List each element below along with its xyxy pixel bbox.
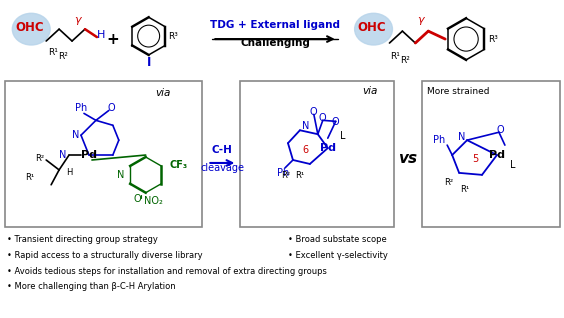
Text: R¹: R¹ bbox=[390, 52, 400, 61]
Text: R¹: R¹ bbox=[296, 171, 305, 180]
Text: Ph: Ph bbox=[75, 103, 87, 114]
Text: • Rapid access to a structurally diverse library: • Rapid access to a structurally diverse… bbox=[7, 251, 203, 260]
Text: C-H: C-H bbox=[212, 145, 233, 155]
Text: R²: R² bbox=[58, 52, 68, 61]
Text: via: via bbox=[362, 86, 377, 96]
Bar bbox=[6, 81, 202, 227]
Text: NO₂: NO₂ bbox=[144, 196, 163, 206]
Text: R²: R² bbox=[444, 178, 453, 187]
Text: O: O bbox=[134, 194, 142, 204]
Text: • Broad substate scope: • Broad substate scope bbox=[288, 235, 387, 244]
Text: O: O bbox=[309, 107, 316, 117]
Text: $\gamma$: $\gamma$ bbox=[417, 15, 426, 27]
Text: R²: R² bbox=[281, 171, 290, 180]
Text: I: I bbox=[147, 56, 151, 69]
Text: • More challenging than β-C-H Arylation: • More challenging than β-C-H Arylation bbox=[7, 282, 176, 291]
Bar bbox=[422, 81, 559, 227]
Text: R³: R³ bbox=[169, 31, 178, 41]
Text: N: N bbox=[302, 121, 310, 131]
Text: R²: R² bbox=[400, 56, 411, 66]
Text: N: N bbox=[72, 130, 80, 140]
Text: Challenging: Challenging bbox=[240, 38, 310, 48]
Text: • Transient directing group strategy: • Transient directing group strategy bbox=[7, 235, 158, 244]
Text: R²: R² bbox=[34, 154, 44, 162]
Text: • Avoids tedious steps for installation and removal of extra directing groups: • Avoids tedious steps for installation … bbox=[7, 266, 327, 275]
Text: • Excellent γ-selectivity: • Excellent γ-selectivity bbox=[288, 251, 388, 260]
Text: Pd: Pd bbox=[489, 150, 505, 160]
Ellipse shape bbox=[12, 13, 50, 45]
Text: N: N bbox=[59, 150, 67, 160]
Text: H: H bbox=[66, 168, 72, 177]
Text: OHC: OHC bbox=[357, 21, 386, 34]
Text: N: N bbox=[117, 170, 125, 180]
Text: L: L bbox=[510, 160, 515, 170]
Text: R³: R³ bbox=[488, 35, 498, 44]
Bar bbox=[240, 81, 394, 227]
Ellipse shape bbox=[355, 13, 393, 45]
Text: O: O bbox=[319, 113, 327, 123]
Text: More strained: More strained bbox=[428, 87, 490, 96]
Text: OHC: OHC bbox=[15, 21, 43, 34]
Text: via: via bbox=[155, 87, 170, 98]
Text: Ph: Ph bbox=[433, 135, 445, 145]
Text: cleavage: cleavage bbox=[200, 163, 244, 173]
Text: R¹: R¹ bbox=[25, 173, 34, 182]
Text: O: O bbox=[496, 125, 504, 135]
Text: 6: 6 bbox=[303, 145, 309, 155]
Text: Ph: Ph bbox=[277, 168, 289, 178]
Text: CF₃: CF₃ bbox=[170, 160, 188, 170]
Text: O: O bbox=[332, 117, 340, 127]
Text: vs: vs bbox=[398, 150, 417, 165]
Text: R¹: R¹ bbox=[460, 185, 470, 194]
Text: TDG + External ligand: TDG + External ligand bbox=[210, 20, 340, 30]
Text: +: + bbox=[107, 31, 119, 46]
Text: Pd: Pd bbox=[81, 150, 97, 160]
Text: $\gamma$: $\gamma$ bbox=[74, 15, 83, 27]
Text: N: N bbox=[459, 132, 466, 142]
Text: O: O bbox=[107, 103, 114, 114]
Text: Pd: Pd bbox=[320, 143, 336, 153]
Text: 5: 5 bbox=[472, 154, 478, 164]
Text: R¹: R¹ bbox=[48, 48, 58, 58]
Text: H: H bbox=[96, 30, 105, 40]
Text: L: L bbox=[340, 131, 345, 141]
